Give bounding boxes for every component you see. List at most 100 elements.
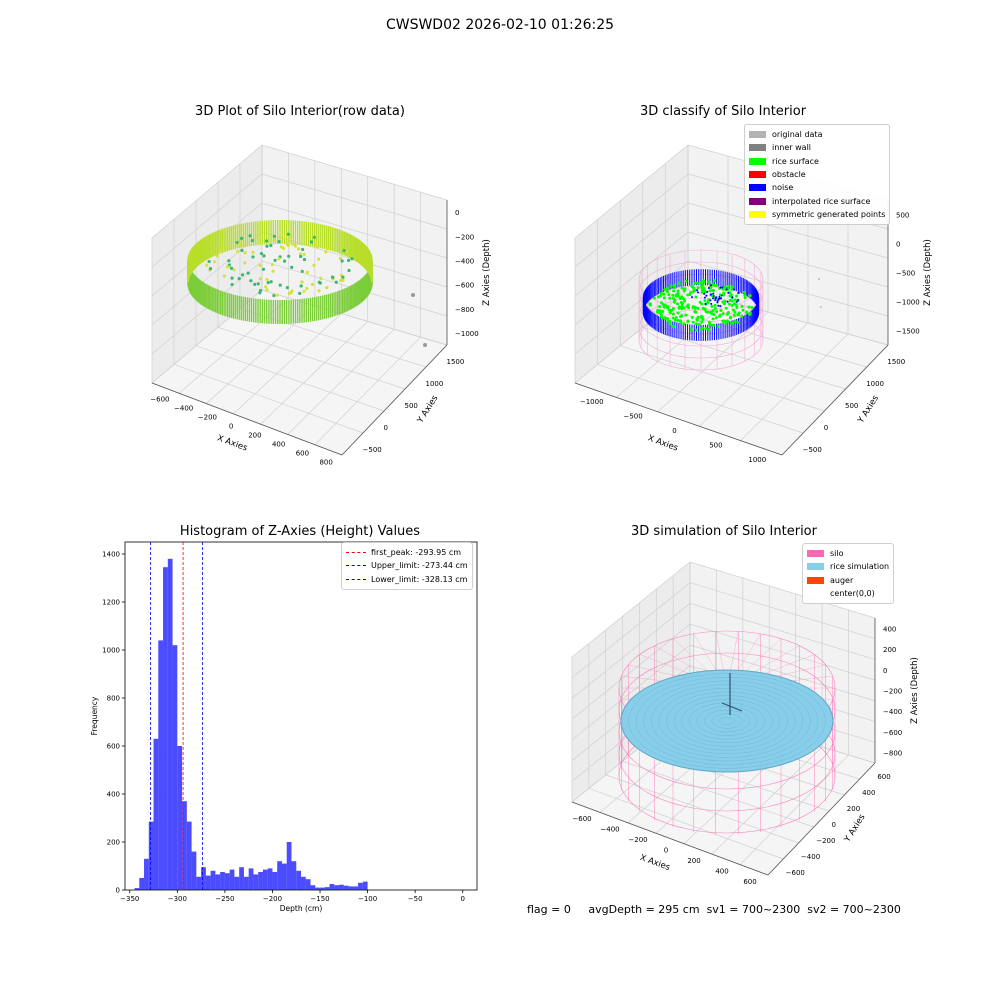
histogram-bar [196,877,201,890]
y-tick-label: 1400 [102,551,120,559]
legend-swatch [807,590,824,597]
x-tick-label: −50 [408,895,423,903]
histogram-bar [325,887,330,890]
data-point [205,264,208,267]
data-point [301,248,304,251]
rice-surface-point [673,301,676,304]
rice-surface-point [733,314,736,317]
panel-4-legend: silo rice simulation auger center(0,0) [802,543,894,604]
rice-surface-point [693,310,696,313]
data-point [238,243,241,246]
noise-point [720,287,722,289]
noise-point [727,301,729,303]
rice-surface-point [749,311,752,314]
histogram-bar [282,864,287,890]
rice-surface-point [721,301,724,304]
histogram-bar [144,859,149,890]
data-point [265,278,268,281]
rice-surface-point [695,322,698,325]
data-point [326,247,329,250]
y-tick-label: 800 [107,695,120,703]
data-point [251,255,254,258]
noise-point [710,303,712,305]
y-tick-label: 1500 [447,358,465,366]
histogram-bar [268,868,273,890]
histogram-bar [311,885,316,890]
x-tick-label: −600 [150,396,169,404]
data-point [226,244,229,247]
data-point [319,277,322,280]
legend-label: silo [830,549,844,558]
data-point [226,265,229,268]
rice-surface-point [712,317,715,320]
rice-surface-point [677,319,680,322]
rice-surface-point [687,306,690,309]
histogram-bar [363,882,368,890]
panel-2-legend: original data inner wall rice surface obsta… [744,124,890,225]
rice-surface-point [715,310,718,313]
histogram-bar [349,886,354,890]
legend-item: rice surface [749,155,885,168]
noise-point [710,284,712,286]
rice-surface-point [687,303,690,306]
data-point [247,271,250,274]
rice-surface-point [691,316,694,319]
rice-surface-point [672,317,675,320]
y-tick-label: 0 [384,424,388,432]
data-point [240,237,243,240]
rice-surface-point [731,304,734,307]
noise-point [706,291,708,293]
rice-surface-point [730,285,733,288]
rice-surface-point [745,310,748,313]
rice-surface-point [712,313,715,316]
data-point [305,287,308,290]
rice-surface-point [713,284,716,287]
data-point [287,244,290,247]
rice-surface-point [692,286,695,289]
outlier-point [820,306,822,308]
noise-point [710,294,712,296]
histogram-bar [320,888,325,890]
histogram-bar [201,867,206,890]
data-point [283,260,286,263]
legend-swatch [749,184,766,191]
rice-surface-point [668,320,671,323]
rice-surface-point [735,306,738,309]
noise-point [717,305,719,307]
noise-point [708,287,710,289]
rice-surface-point [707,311,710,314]
rice-surface-point [724,322,727,325]
rice-surface-point [664,316,667,319]
histogram-bar [230,870,235,890]
legend-item: original data [749,128,885,141]
y-tick-label: 400 [862,789,875,797]
noise-point [696,289,698,291]
x-axis-label: X Axies [638,853,671,873]
histogram-bar [330,884,335,890]
legend-item: symmetric generated points [749,208,885,221]
x-tick-label: 0 [229,423,233,431]
rice-surface-point [692,321,695,324]
y-tick-label: 500 [845,402,858,410]
legend-label: obstacle [772,170,806,179]
panel-4-plot: −600−400−2000200400600−600−400−200020040… [500,500,1000,1000]
rice-surface-point [722,312,725,315]
rice-surface-point [677,312,680,315]
y-tick-label: −400 [801,853,820,861]
z-tick-label: −1500 [896,328,920,336]
data-point [303,258,306,261]
y-tick-label: 1000 [102,647,120,655]
z-tick-label: −800 [455,306,474,314]
rice-surface-point [712,324,715,327]
histogram-bar [277,861,282,890]
x-axis-label: X Axies [216,433,249,453]
rice-surface-point [749,294,752,297]
data-point [208,260,211,263]
data-point [324,250,327,253]
legend-item: center(0,0) [807,587,889,600]
rice-surface-point [674,319,677,322]
data-point [271,270,274,273]
histogram-bar [192,852,197,890]
data-point [216,254,219,257]
histogram-bar [249,868,254,890]
